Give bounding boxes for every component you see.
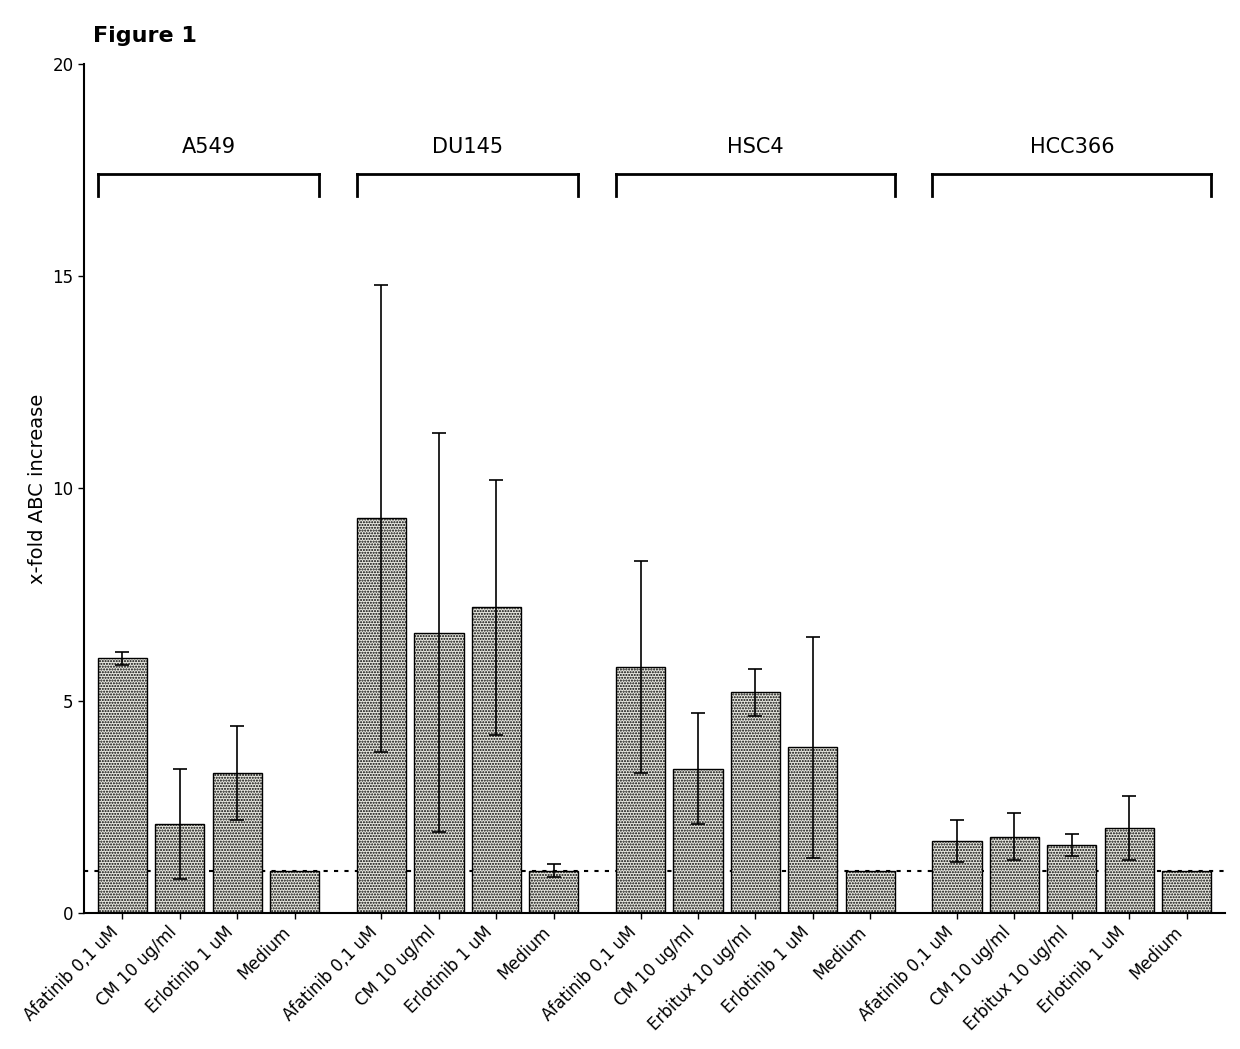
Bar xyxy=(789,748,837,913)
Y-axis label: x-fold ABC increase: x-fold ABC increase xyxy=(29,393,47,583)
Bar xyxy=(414,633,464,913)
Bar xyxy=(98,659,148,913)
Bar xyxy=(357,518,405,913)
Text: HCC366: HCC366 xyxy=(1029,137,1115,157)
Bar xyxy=(471,607,521,913)
Bar xyxy=(1105,828,1154,913)
Bar xyxy=(270,871,319,913)
Bar xyxy=(730,692,780,913)
Bar xyxy=(155,823,205,913)
Text: DU145: DU145 xyxy=(432,137,503,157)
Bar xyxy=(1162,871,1211,913)
Bar xyxy=(212,773,262,913)
Bar xyxy=(1048,845,1096,913)
Bar xyxy=(529,871,578,913)
Bar xyxy=(673,769,723,913)
Bar xyxy=(932,841,982,913)
Text: HSC4: HSC4 xyxy=(727,137,784,157)
Text: A549: A549 xyxy=(181,137,236,157)
Bar xyxy=(616,667,665,913)
Bar xyxy=(990,837,1039,913)
Text: Figure 1: Figure 1 xyxy=(93,26,197,46)
Bar xyxy=(846,871,895,913)
